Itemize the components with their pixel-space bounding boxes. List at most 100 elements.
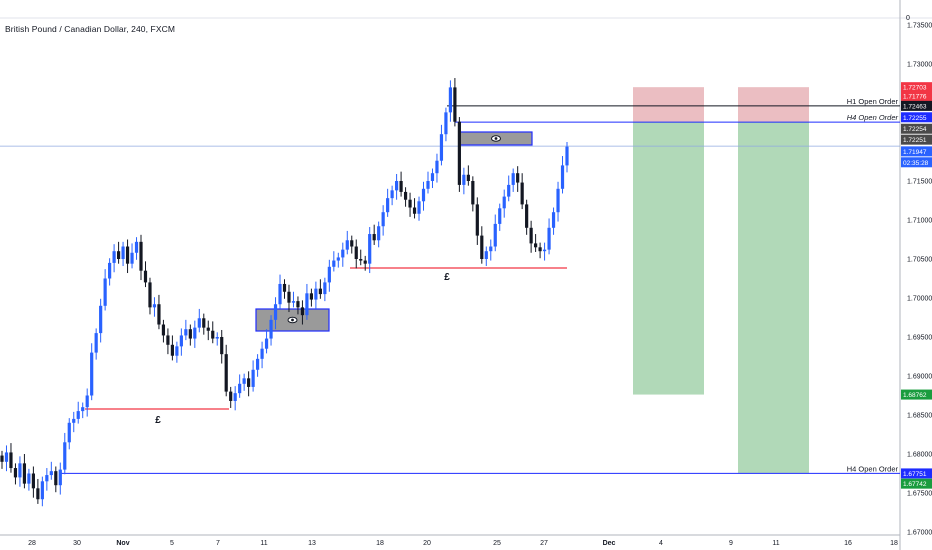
candle-body xyxy=(453,87,457,122)
candle-body xyxy=(18,463,22,478)
price-tag-label: 1.72251 xyxy=(903,137,927,144)
candle-body xyxy=(197,318,201,328)
price-tick-label: 1.73500 xyxy=(907,23,932,30)
candle-body xyxy=(466,174,470,181)
candle-body xyxy=(220,337,224,355)
candle-body xyxy=(63,442,67,470)
price-tick-label: 1.68000 xyxy=(907,452,932,459)
candle-body xyxy=(233,393,237,401)
price-tag xyxy=(901,146,932,157)
candle-body xyxy=(170,344,174,356)
candle-body xyxy=(318,288,322,295)
candle-body xyxy=(229,391,233,401)
price-tag xyxy=(901,90,932,101)
candle-body xyxy=(354,246,358,259)
time-tick-label: 4 xyxy=(659,540,663,547)
candle-body xyxy=(372,234,376,241)
candle-body xyxy=(430,173,435,181)
candle-body xyxy=(211,330,215,339)
candle-body xyxy=(484,251,488,259)
candle-body xyxy=(108,262,112,279)
candle-body xyxy=(507,184,511,197)
candle-body xyxy=(498,208,502,224)
price-tick-label: 1.67500 xyxy=(907,491,932,498)
candle-body xyxy=(152,304,157,308)
price-tick-label: 1.71000 xyxy=(907,218,932,225)
candle-body xyxy=(22,463,27,484)
chart-title: British Pound / Canadian Dollar, 240, FX… xyxy=(5,24,176,34)
price-tag-label: 1.67751 xyxy=(903,471,927,478)
candle-body xyxy=(278,283,282,305)
price-tag xyxy=(901,389,932,400)
price-tick-label: 1.69500 xyxy=(907,335,932,342)
candle-body xyxy=(525,204,529,228)
price-tick-label: 1.71500 xyxy=(907,179,932,186)
candle-body xyxy=(193,327,197,339)
price-tag-label: 1.72255 xyxy=(903,115,927,122)
candle-body xyxy=(399,181,403,192)
candle-body xyxy=(143,270,148,283)
candle-body xyxy=(386,198,390,213)
candle-body xyxy=(565,146,569,166)
candle-body xyxy=(408,199,412,208)
price-tick-label: 1.67000 xyxy=(907,530,932,537)
candle-body xyxy=(309,293,314,300)
candle-body xyxy=(368,234,372,264)
time-tick-label: 16 xyxy=(844,540,852,547)
candle-body xyxy=(188,329,192,339)
candle-body xyxy=(439,134,444,161)
candle-body xyxy=(502,196,506,209)
candle-body xyxy=(161,324,166,336)
price-tag xyxy=(901,134,932,145)
candle-body xyxy=(58,469,62,486)
candle-body xyxy=(381,212,385,227)
time-tick-label: 27 xyxy=(540,540,548,547)
candle-body xyxy=(345,240,349,250)
time-tick-label: 11 xyxy=(772,540,779,547)
candle-body xyxy=(31,473,35,489)
price-tag xyxy=(901,123,932,134)
eye-icon xyxy=(494,137,498,140)
time-tick-label: 28 xyxy=(28,540,36,547)
candle-body xyxy=(130,252,134,264)
price-tick-label: 1.69000 xyxy=(907,374,932,381)
candle-body xyxy=(179,335,183,347)
candle-body xyxy=(269,319,273,339)
candle-body xyxy=(489,246,493,252)
h4-open-order-label: H4 Open Order xyxy=(847,113,899,122)
candle-body xyxy=(247,378,251,387)
time-tick-label: 30 xyxy=(73,540,81,547)
time-tick-label: Dec xyxy=(603,540,616,547)
price-tag xyxy=(901,82,932,93)
price-tag-label: 1.72463 xyxy=(903,103,927,110)
candle-body xyxy=(551,212,556,228)
candle-body xyxy=(516,173,520,183)
candle-body xyxy=(426,181,430,189)
candle-body xyxy=(332,260,336,267)
candle-body xyxy=(363,260,367,264)
candle-body xyxy=(139,241,143,271)
candle-body xyxy=(0,455,4,462)
time-tick-label: 9 xyxy=(729,540,733,547)
candle-body xyxy=(327,266,331,283)
stop-loss-zone xyxy=(633,87,704,123)
candle-body xyxy=(215,337,219,339)
candle-body xyxy=(54,471,58,486)
candle-body xyxy=(148,282,152,308)
price-tick-label: 1.68500 xyxy=(907,413,932,420)
stop-loss-zone xyxy=(738,87,809,123)
candle-body xyxy=(417,201,421,214)
price-tag-label: 02:35:28 xyxy=(903,160,929,167)
candle-body xyxy=(300,307,305,316)
candle-body xyxy=(103,278,107,306)
price-tag-label: 1.71776 xyxy=(903,93,927,100)
candle-body xyxy=(448,87,453,113)
candle-body xyxy=(560,165,565,189)
price-tag-label: 1.67742 xyxy=(903,481,927,488)
candle-body xyxy=(40,481,44,500)
time-tick-label: 18 xyxy=(376,540,384,547)
candle-body xyxy=(9,452,13,469)
candle-body xyxy=(350,240,354,247)
candle-body xyxy=(377,226,381,241)
